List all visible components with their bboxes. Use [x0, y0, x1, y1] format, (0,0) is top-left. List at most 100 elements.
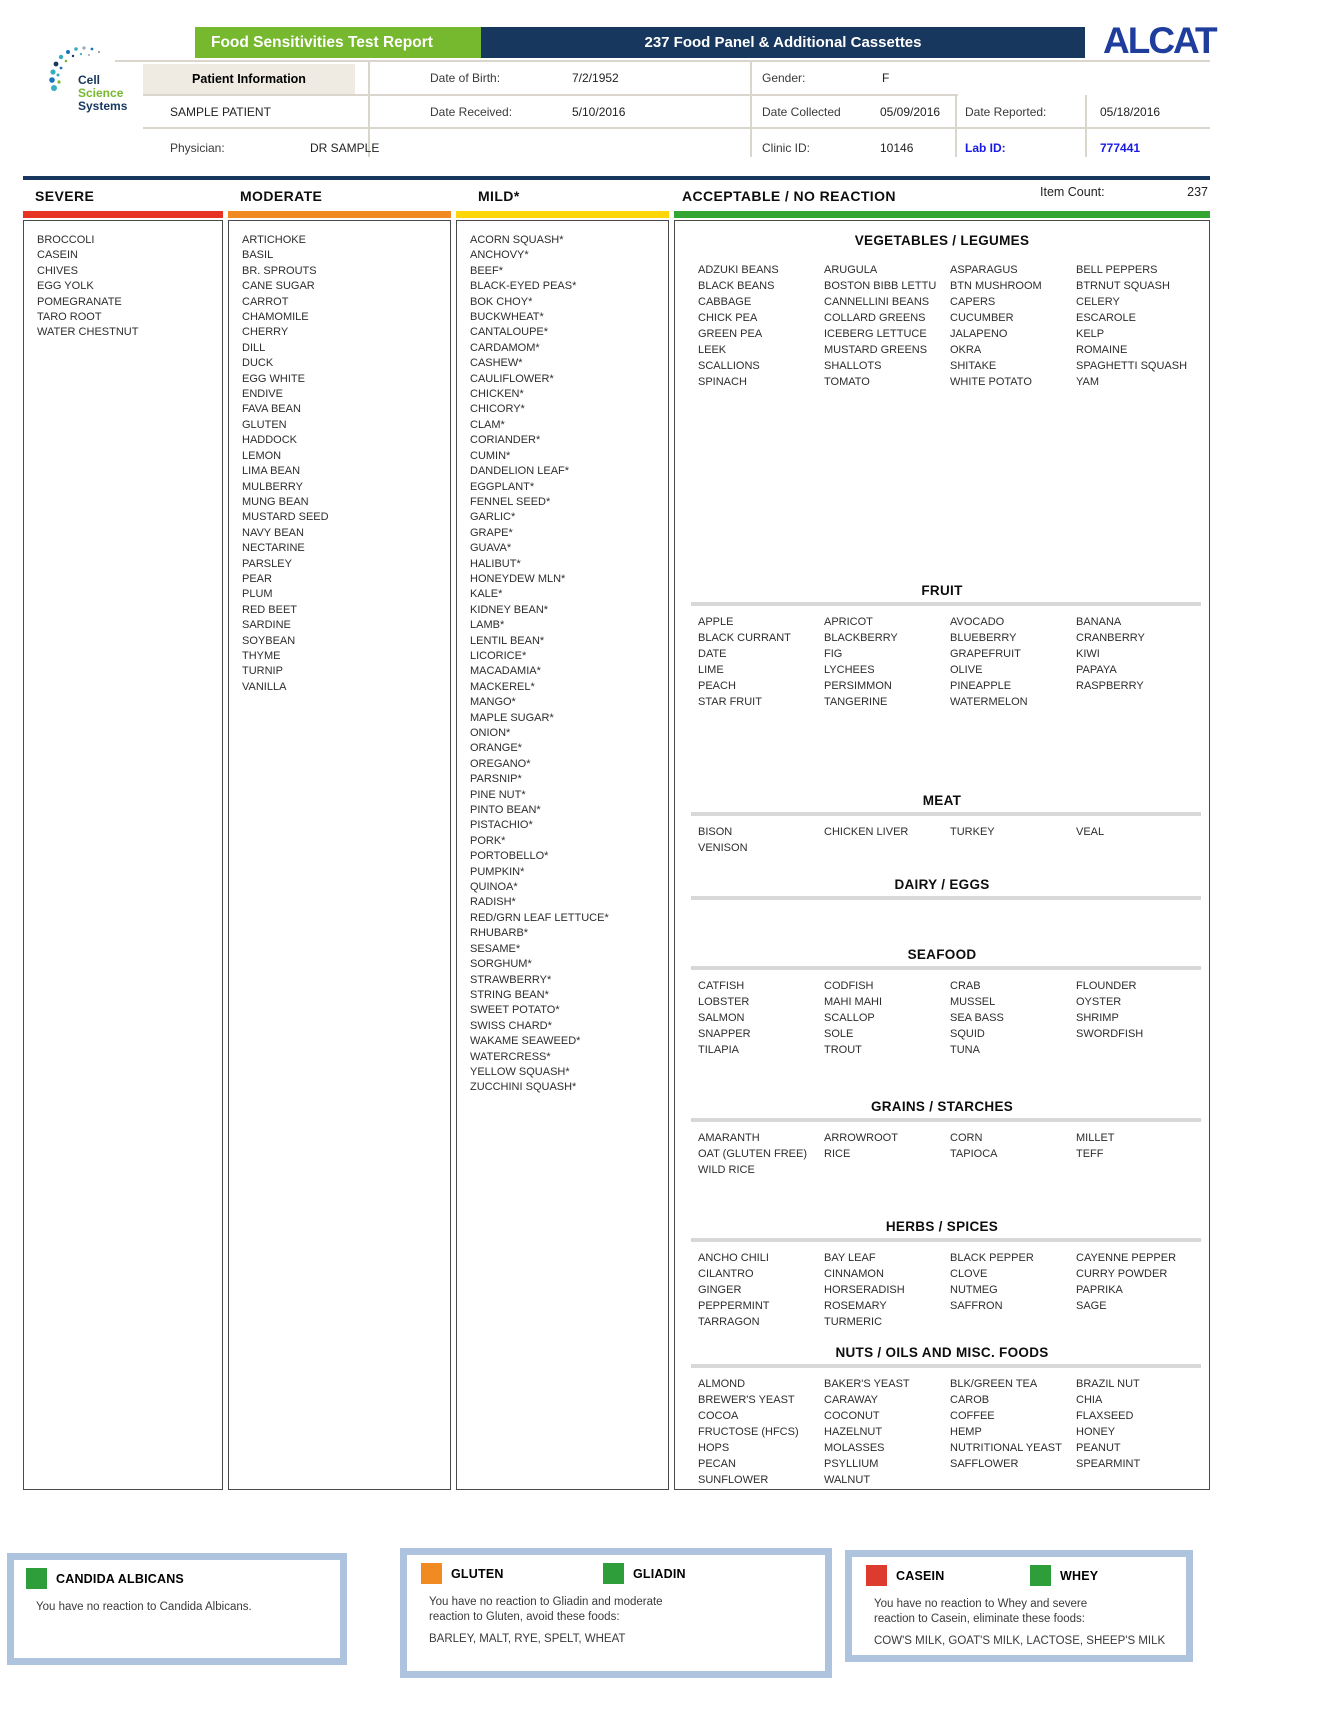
food-item: EGGPLANT*	[470, 480, 535, 493]
food-item: CASEIN	[37, 249, 78, 262]
category-title: FRUIT	[921, 583, 963, 598]
food-item: MAHI MAHI	[824, 996, 883, 1008]
food-item: HORSERADISH	[824, 1284, 905, 1296]
food-item: MUSTARD SEED	[242, 511, 329, 524]
food-item: CELERY	[1076, 296, 1120, 308]
food-item: BLACK-EYED PEAS*	[470, 280, 577, 293]
clinic-id-label: Clinic ID:	[762, 141, 811, 155]
food-item: VENISON	[698, 842, 748, 854]
food-item: DILL	[242, 341, 266, 354]
food-item: CATFISH	[698, 980, 745, 992]
divider	[691, 896, 1201, 900]
food-item: MOLASSES	[824, 1442, 885, 1454]
food-item: TURNIP	[242, 665, 283, 678]
food-item: DANDELION LEAF*	[470, 465, 570, 478]
divider	[143, 127, 1210, 129]
food-item: TROUT	[824, 1044, 862, 1056]
food-item: SHITAKE	[950, 360, 997, 372]
food-item: SCALLIONS	[698, 360, 760, 372]
food-item: BELL PEPPERS	[1076, 264, 1158, 276]
item-count: Item Count: 237	[1040, 185, 1208, 199]
food-item: NAVY BEAN	[242, 526, 304, 539]
food-item: MUSSEL	[950, 996, 996, 1008]
food-item: APPLE	[698, 616, 734, 628]
food-item: SAFFRON	[950, 1300, 1003, 1312]
food-item: APRICOT	[824, 616, 873, 628]
food-item: SCALLOP	[824, 1012, 875, 1024]
food-item: BTN MUSHROOM	[950, 280, 1042, 292]
food-item: CHICK PEA	[698, 312, 758, 324]
food-item: TILAPIA	[698, 1044, 739, 1056]
food-item: MILLET	[1076, 1132, 1115, 1144]
food-item: STRAWBERRY*	[470, 973, 552, 986]
acceptable-bar	[674, 211, 1210, 218]
food-item: NUTMEG	[950, 1284, 998, 1296]
food-item: LICORICE*	[470, 649, 527, 662]
food-item: CURRY POWDER	[1076, 1268, 1168, 1280]
food-item: BRAZIL NUT	[1076, 1378, 1140, 1390]
food-item: PORK*	[470, 834, 506, 847]
food-item: SHRIMP	[1076, 1012, 1119, 1024]
severe-bar	[23, 211, 223, 218]
food-item: CORN	[950, 1132, 983, 1144]
food-item: MULBERRY	[242, 480, 303, 493]
category-meat: MEAT BISON VENISON CHICKEN LIVER TURKEY V…	[675, 793, 1209, 856]
food-item: CANNELLINI BEANS	[824, 296, 930, 308]
food-item: OAT (GLUTEN FREE)	[698, 1148, 807, 1160]
category-column: BISON VENISON	[698, 824, 824, 856]
category-title: GRAINS / STARCHES	[870, 1099, 1014, 1114]
physician-label: Physician:	[170, 141, 225, 155]
food-item: FLOUNDER	[1076, 980, 1137, 992]
food-item: ENDIVE	[242, 388, 283, 401]
category-column: AVOCADO BLUEBERRY GRAPEFRUIT OLIVE PINEAPPLE…	[950, 614, 1076, 710]
food-item: PLUM	[242, 588, 273, 601]
food-item: FRUCTOSE (HFCS)	[698, 1426, 799, 1438]
food-item: TURMERIC	[824, 1316, 883, 1328]
food-item: SNAPPER	[698, 1028, 751, 1040]
food-item: PARSLEY	[242, 557, 292, 570]
cassette-title: CASEIN	[896, 1568, 945, 1583]
food-item: MANGO*	[470, 696, 516, 709]
food-item: HONEYDEW MLN*	[470, 572, 566, 585]
food-item: COCONUT	[824, 1410, 880, 1422]
food-item: CORIANDER*	[470, 434, 541, 447]
food-item: PSYLLIUM	[824, 1458, 879, 1470]
food-item: PEACH	[698, 680, 736, 692]
category-column: APPLE BLACK CURRANT DATE LIME PEACH STAR FRUI…	[698, 614, 824, 710]
category-seafood: SEAFOOD CATFISH LOBSTER SALMON SNAPPER TILAP…	[675, 947, 1209, 1058]
food-item: HEMP	[950, 1426, 982, 1438]
food-item: LOBSTER	[698, 996, 750, 1008]
date-reported-value: 05/18/2016	[1100, 105, 1161, 119]
food-item: ORANGE*	[470, 742, 522, 755]
dob-value: 7/2/1952	[572, 71, 619, 85]
food-item: NECTARINE	[242, 542, 305, 555]
divider	[368, 62, 370, 157]
category-column: TURKEY	[950, 824, 1076, 856]
food-item: CANE SUGAR	[242, 280, 315, 293]
food-item: CHAMOMILE	[242, 311, 309, 324]
food-item: CHIA	[1076, 1394, 1103, 1406]
food-item: CUMIN*	[470, 449, 511, 462]
food-item: MUSTARD GREENS	[824, 344, 928, 356]
food-item: SORGHUM*	[470, 958, 532, 971]
food-item: CHIVES	[37, 264, 78, 277]
food-item: RED BEET	[242, 603, 298, 616]
alcat-logo: ALCAT	[1103, 20, 1218, 61]
report-title: Food Sensitivities Test Report	[211, 33, 433, 51]
food-item: ANCHO CHILI	[698, 1252, 769, 1264]
food-item: GINGER	[698, 1284, 742, 1296]
food-item: MAPLE SUGAR*	[470, 711, 554, 724]
food-item: CLAM*	[470, 418, 505, 431]
food-item: HALIBUT*	[470, 557, 521, 570]
food-item: WATERCRESS*	[470, 1050, 551, 1063]
food-item: CRAB	[950, 980, 981, 992]
food-item: WATER CHESTNUT	[37, 326, 139, 339]
food-item: GRAPE*	[470, 526, 513, 539]
food-item: BLACKBERRY	[824, 632, 898, 644]
food-item: CINNAMON	[824, 1268, 884, 1280]
food-item: LIME	[698, 664, 724, 676]
cassette-title: WHEY	[1060, 1568, 1099, 1583]
food-item: VANILLA	[242, 680, 287, 693]
food-item: SWISS CHARD*	[470, 1019, 552, 1032]
